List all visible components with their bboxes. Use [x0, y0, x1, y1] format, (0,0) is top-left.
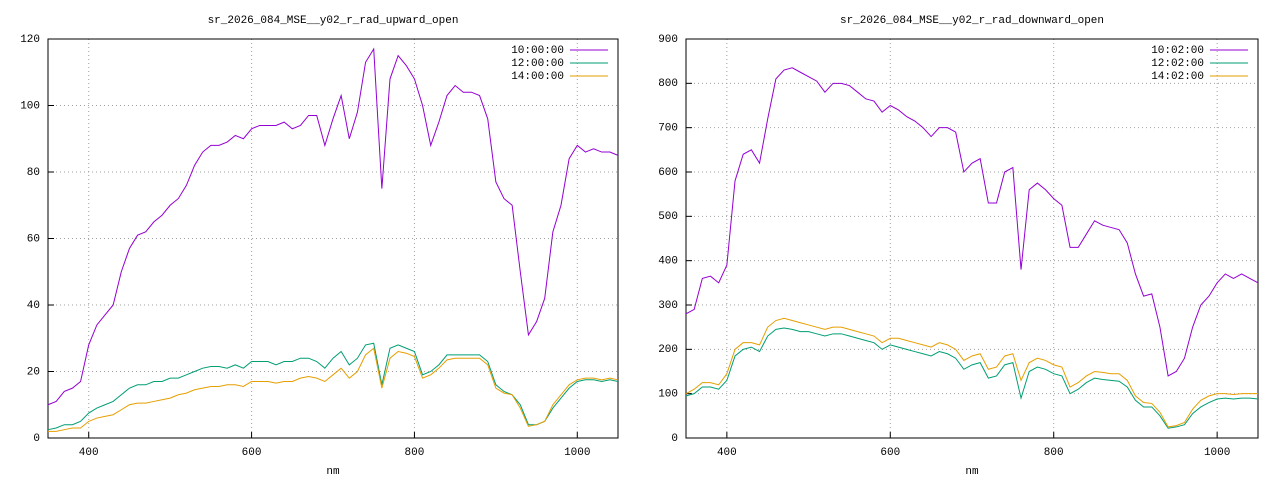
- x-tick-label: 800: [405, 447, 425, 459]
- legend-label: 12:00:00: [511, 58, 564, 70]
- plot-frame: [47, 38, 619, 439]
- y-tick-label: 100: [658, 389, 678, 401]
- y-tick-label: 0: [671, 433, 678, 445]
- x-tick-label: 400: [717, 447, 737, 459]
- legend-label: 14:02:00: [1151, 71, 1204, 83]
- y-tick-label: 700: [658, 123, 678, 135]
- y-tick-label: 120: [20, 34, 40, 46]
- legend-label: 12:02:00: [1151, 58, 1204, 70]
- y-tick-label: 0: [33, 433, 40, 445]
- x-tick-label: 600: [242, 447, 262, 459]
- chart-title: sr_2026_084_MSE__y02_r_rad_downward_open: [840, 15, 1104, 27]
- data-line: [47, 342, 619, 431]
- x-tick-label: 1000: [1204, 447, 1230, 459]
- y-tick-label: 300: [658, 300, 678, 312]
- y-tick-label: 800: [658, 78, 678, 90]
- y-tick-label: 100: [20, 100, 40, 112]
- y-tick-label: 500: [658, 211, 678, 223]
- data-line: [685, 327, 1259, 429]
- data-line: [685, 317, 1258, 428]
- x-tick-label: 1000: [564, 447, 590, 459]
- x-tick-label: 400: [79, 447, 99, 459]
- legend-label: 10:02:00: [1151, 45, 1204, 57]
- x-axis-label: nm: [326, 466, 340, 478]
- data-line: [48, 347, 619, 432]
- data-line: [685, 67, 1259, 377]
- legend-label: 14:00:00: [511, 71, 564, 83]
- y-tick-label: 40: [27, 300, 40, 312]
- x-axis-label: nm: [965, 466, 979, 478]
- chart-title: sr_2026_084_MSE__y02_r_rad_upward_open: [208, 15, 459, 27]
- data-line: [47, 47, 619, 406]
- y-tick-label: 400: [658, 256, 678, 268]
- plot-frame: [685, 38, 1259, 439]
- y-tick-label: 200: [658, 344, 678, 356]
- legend-label: 10:00:00: [511, 45, 564, 57]
- x-tick-label: 600: [880, 447, 900, 459]
- y-tick-label: 20: [27, 366, 40, 378]
- y-tick-label: 60: [27, 233, 40, 245]
- y-tick-label: 80: [27, 167, 40, 179]
- y-tick-label: 900: [658, 34, 678, 46]
- x-tick-label: 800: [1044, 447, 1064, 459]
- y-tick-label: 600: [658, 167, 678, 179]
